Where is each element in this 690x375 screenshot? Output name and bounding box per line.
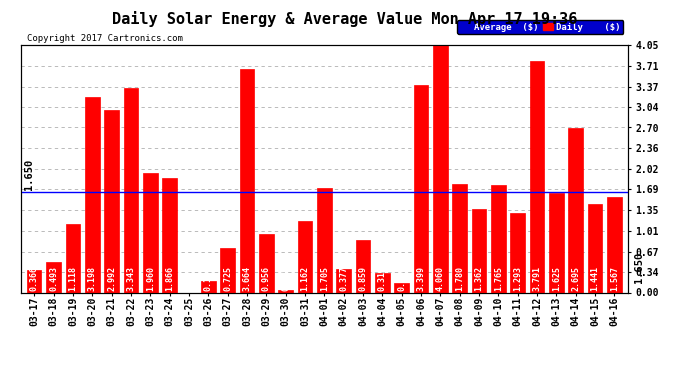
Legend: Average  ($), Daily    ($): Average ($), Daily ($)	[457, 20, 623, 34]
Text: 1.567: 1.567	[610, 266, 619, 291]
Text: 3.198: 3.198	[88, 266, 97, 291]
Text: 4.060: 4.060	[436, 266, 445, 291]
Text: 0.366: 0.366	[30, 266, 39, 291]
Bar	[46, 262, 61, 292]
Bar	[239, 69, 254, 292]
Text: 1.441: 1.441	[591, 266, 600, 291]
Text: 2.992: 2.992	[107, 266, 116, 291]
Text: 0.859: 0.859	[359, 266, 368, 291]
Text: 3.399: 3.399	[417, 266, 426, 291]
Text: 1.293: 1.293	[513, 266, 522, 291]
Bar	[414, 85, 428, 292]
Text: 1.765: 1.765	[494, 266, 503, 291]
Text: 1.118: 1.118	[68, 266, 77, 291]
Bar	[278, 290, 293, 292]
Bar	[104, 110, 119, 292]
Bar	[220, 248, 235, 292]
Text: 1.362: 1.362	[475, 266, 484, 291]
Bar	[337, 270, 351, 292]
Bar	[375, 273, 390, 292]
Text: 0.956: 0.956	[262, 266, 270, 291]
Text: 3.343: 3.343	[126, 266, 135, 291]
Bar	[259, 234, 273, 292]
Bar	[201, 281, 215, 292]
Text: 3.664: 3.664	[242, 266, 251, 291]
Bar	[143, 173, 157, 292]
Text: 1.650: 1.650	[23, 159, 34, 190]
Bar	[569, 128, 583, 292]
Bar	[162, 178, 177, 292]
Bar	[588, 204, 602, 292]
Bar	[453, 184, 467, 292]
Text: 1.960: 1.960	[146, 266, 155, 291]
Text: 0.038: 0.038	[281, 266, 290, 291]
Text: 1.650: 1.650	[634, 252, 644, 283]
Bar	[124, 88, 138, 292]
Bar	[356, 240, 371, 292]
Text: 1.705: 1.705	[319, 266, 329, 291]
Text: 0.000: 0.000	[184, 266, 193, 291]
Text: Daily Solar Energy & Average Value Mon Apr 17 19:36: Daily Solar Energy & Average Value Mon A…	[112, 11, 578, 27]
Bar	[317, 188, 332, 292]
Bar	[607, 197, 622, 292]
Text: 1.162: 1.162	[300, 266, 309, 291]
Bar	[433, 44, 448, 292]
Text: 1.625: 1.625	[552, 266, 561, 291]
Text: 0.725: 0.725	[223, 266, 232, 291]
Bar	[297, 222, 312, 292]
Text: 0.156: 0.156	[397, 266, 406, 291]
Text: 3.791: 3.791	[533, 266, 542, 291]
Bar	[491, 184, 506, 292]
Text: Copyright 2017 Cartronics.com: Copyright 2017 Cartronics.com	[27, 33, 183, 42]
Text: 1.780: 1.780	[455, 266, 464, 291]
Text: 0.315: 0.315	[378, 266, 387, 291]
Bar	[472, 209, 486, 292]
Text: 2.695: 2.695	[571, 266, 580, 291]
Text: 0.493: 0.493	[49, 266, 58, 291]
Text: 1.866: 1.866	[165, 266, 174, 291]
Bar	[395, 283, 409, 292]
Bar	[530, 61, 544, 292]
Text: 0.186: 0.186	[204, 266, 213, 291]
Text: 0.377: 0.377	[339, 266, 348, 291]
Bar	[549, 193, 564, 292]
Bar	[85, 97, 99, 292]
Bar	[66, 224, 80, 292]
Bar	[27, 270, 41, 292]
Bar	[511, 213, 525, 292]
